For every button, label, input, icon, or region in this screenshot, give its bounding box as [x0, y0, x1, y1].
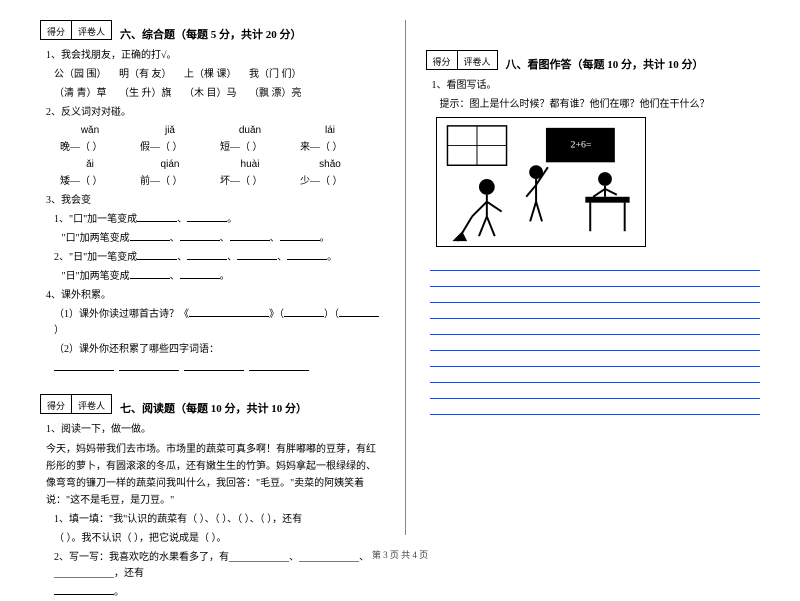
- opt: 公（园 围）: [54, 69, 107, 80]
- writing-line: [430, 351, 761, 367]
- writing-line: [430, 303, 761, 319]
- q6-3-l3: 2、"日"加一笔变成、、、。: [54, 250, 385, 266]
- column-divider: [405, 20, 406, 535]
- writing-line: [430, 287, 761, 303]
- char-blank: 矮—（ ）: [60, 172, 120, 187]
- text: （1）课外你读过哪首古诗？《: [54, 309, 189, 320]
- score-label: 得分: [426, 50, 458, 70]
- opt: 我（门 们）: [249, 69, 302, 80]
- opt: 上（棵 课）: [184, 69, 237, 80]
- left-column: 得分 评卷人 六、综合题（每题 5 分，共计 20 分） 1、我会找朋友，正确的…: [40, 20, 385, 535]
- opt: 明（有 友）: [119, 69, 172, 80]
- text: "口"加两笔变成: [62, 233, 130, 244]
- text: "日"加两笔变成: [62, 271, 130, 282]
- q6-4-l2: （2）课外你还积累了哪些四字词语：: [54, 342, 385, 358]
- writing-line: [430, 255, 761, 271]
- pinyin: ǎi: [60, 159, 120, 170]
- section7-title: 七、阅读题（每题 10 分，共计 10 分）: [120, 400, 307, 416]
- opt: （飘 漂）亮: [249, 88, 302, 99]
- char-blank: 前—（ ）: [140, 172, 200, 187]
- char-row-1: 晚—（ ） 假—（ ） 短—（ ） 来—（ ）: [60, 138, 385, 153]
- writing-line: [430, 271, 761, 287]
- q6-4-l1: （1）课外你读过哪首古诗？《》（）（）: [54, 307, 385, 339]
- score-box-8: 得分 评卷人: [426, 50, 498, 70]
- score-label: 得分: [40, 394, 72, 414]
- char-blank: 假—（ ）: [140, 138, 200, 153]
- pinyin-row-1: wǎn jiǎ duǎn lái: [60, 125, 385, 136]
- q6-3-l1: 1、"口"加一笔变成、。: [54, 212, 385, 228]
- q6-1-row2: （清 青）草 （生 升）旗 （木 目）马 （飘 漂）亮: [54, 86, 385, 102]
- pinyin: jiǎ: [140, 125, 200, 136]
- text: 2、"日"加一笔变成: [54, 252, 137, 263]
- q8-1-stem: 1、看图写话。: [432, 78, 771, 94]
- char-blank: 晚—（ ）: [60, 138, 120, 153]
- opt: （清 青）草: [54, 88, 107, 99]
- char-blank: 坏—（ ）: [220, 172, 280, 187]
- pinyin: huài: [220, 159, 280, 170]
- opt: （生 升）旗: [119, 88, 172, 99]
- text: 1、"口"加一笔变成: [54, 214, 137, 225]
- q7-sub1b: （ ）。我不认识（ ），把它说成是（ ）。: [54, 531, 385, 547]
- score-box-7: 得分 评卷人: [40, 394, 112, 414]
- svg-text:2+6=: 2+6=: [570, 140, 591, 151]
- pinyin: qián: [140, 159, 200, 170]
- opt: （木 目）马: [184, 88, 237, 99]
- page-footer: 第 3 页 共 4 页: [0, 548, 800, 561]
- section8-header: 得分 评卷人 八、看图作答（每题 10 分，共计 10 分）: [426, 50, 771, 72]
- score-box-6: 得分 评卷人: [40, 20, 112, 40]
- section6-title: 六、综合题（每题 5 分，共计 20 分）: [120, 26, 302, 42]
- pinyin: lái: [300, 125, 360, 136]
- q7-sub1a: 1、填一填："我"认识的蔬菜有（ ）、（ ）、（ ）、（ ），还有: [54, 512, 385, 528]
- classroom-scene-icon: 2+6=: [437, 118, 645, 246]
- q6-1-row1: 公（园 围） 明（有 友） 上（棵 课） 我（门 们）: [54, 67, 385, 83]
- char-blank: 来—（ ）: [300, 138, 360, 153]
- reading-passage: 今天，妈妈带我们去市场。市场里的蔬菜可真多啊！有胖嘟嘟的豆芽，有红彤彤的萝卜，有…: [46, 441, 385, 509]
- section8-title: 八、看图作答（每题 10 分，共计 10 分）: [506, 56, 704, 72]
- text: 》（: [269, 309, 284, 320]
- writing-line: [430, 399, 761, 415]
- section7-header: 得分 评卷人 七、阅读题（每题 10 分，共计 10 分）: [40, 394, 385, 416]
- q6-4-blanks: [54, 361, 385, 377]
- q6-1-stem: 1、我会找朋友，正确的打√。: [46, 48, 385, 64]
- pinyin: shǎo: [300, 159, 360, 170]
- pinyin: duǎn: [220, 125, 280, 136]
- grader-label: 评卷人: [72, 394, 112, 414]
- q8-hint: 提示：图上是什么时候？都有谁？他们在哪？他们在干什么？: [440, 97, 771, 113]
- char-blank: 少—（ ）: [300, 172, 360, 187]
- grader-label: 评卷人: [72, 20, 112, 40]
- char-blank: 短—（ ）: [220, 138, 280, 153]
- q7-1-stem: 1、阅读一下，做一做。: [46, 422, 385, 438]
- right-column: 得分 评卷人 八、看图作答（每题 10 分，共计 10 分） 1、看图写话。 提…: [426, 20, 771, 535]
- writing-line: [430, 367, 761, 383]
- q6-3-l2: "口"加两笔变成、、、。: [54, 231, 385, 247]
- q7-sub2-cont: 。: [54, 585, 385, 601]
- q6-4-stem: 4、课外积累。: [46, 288, 385, 304]
- q6-2-stem: 2、反义词对对碰。: [46, 105, 385, 121]
- char-row-2: 矮—（ ） 前—（ ） 坏—（ ） 少—（ ）: [60, 172, 385, 187]
- grader-label: 评卷人: [458, 50, 498, 70]
- pinyin: wǎn: [60, 125, 120, 136]
- q6-3-stem: 3、我会变: [46, 193, 385, 209]
- score-label: 得分: [40, 20, 72, 40]
- q6-3-l4: "日"加两笔变成、。: [54, 269, 385, 285]
- pinyin-row-2: ǎi qián huài shǎo: [60, 159, 385, 170]
- illustration: 2+6=: [436, 117, 646, 247]
- writing-line: [430, 383, 761, 399]
- section6-header: 得分 评卷人 六、综合题（每题 5 分，共计 20 分）: [40, 20, 385, 42]
- writing-line: [430, 335, 761, 351]
- writing-line: [430, 319, 761, 335]
